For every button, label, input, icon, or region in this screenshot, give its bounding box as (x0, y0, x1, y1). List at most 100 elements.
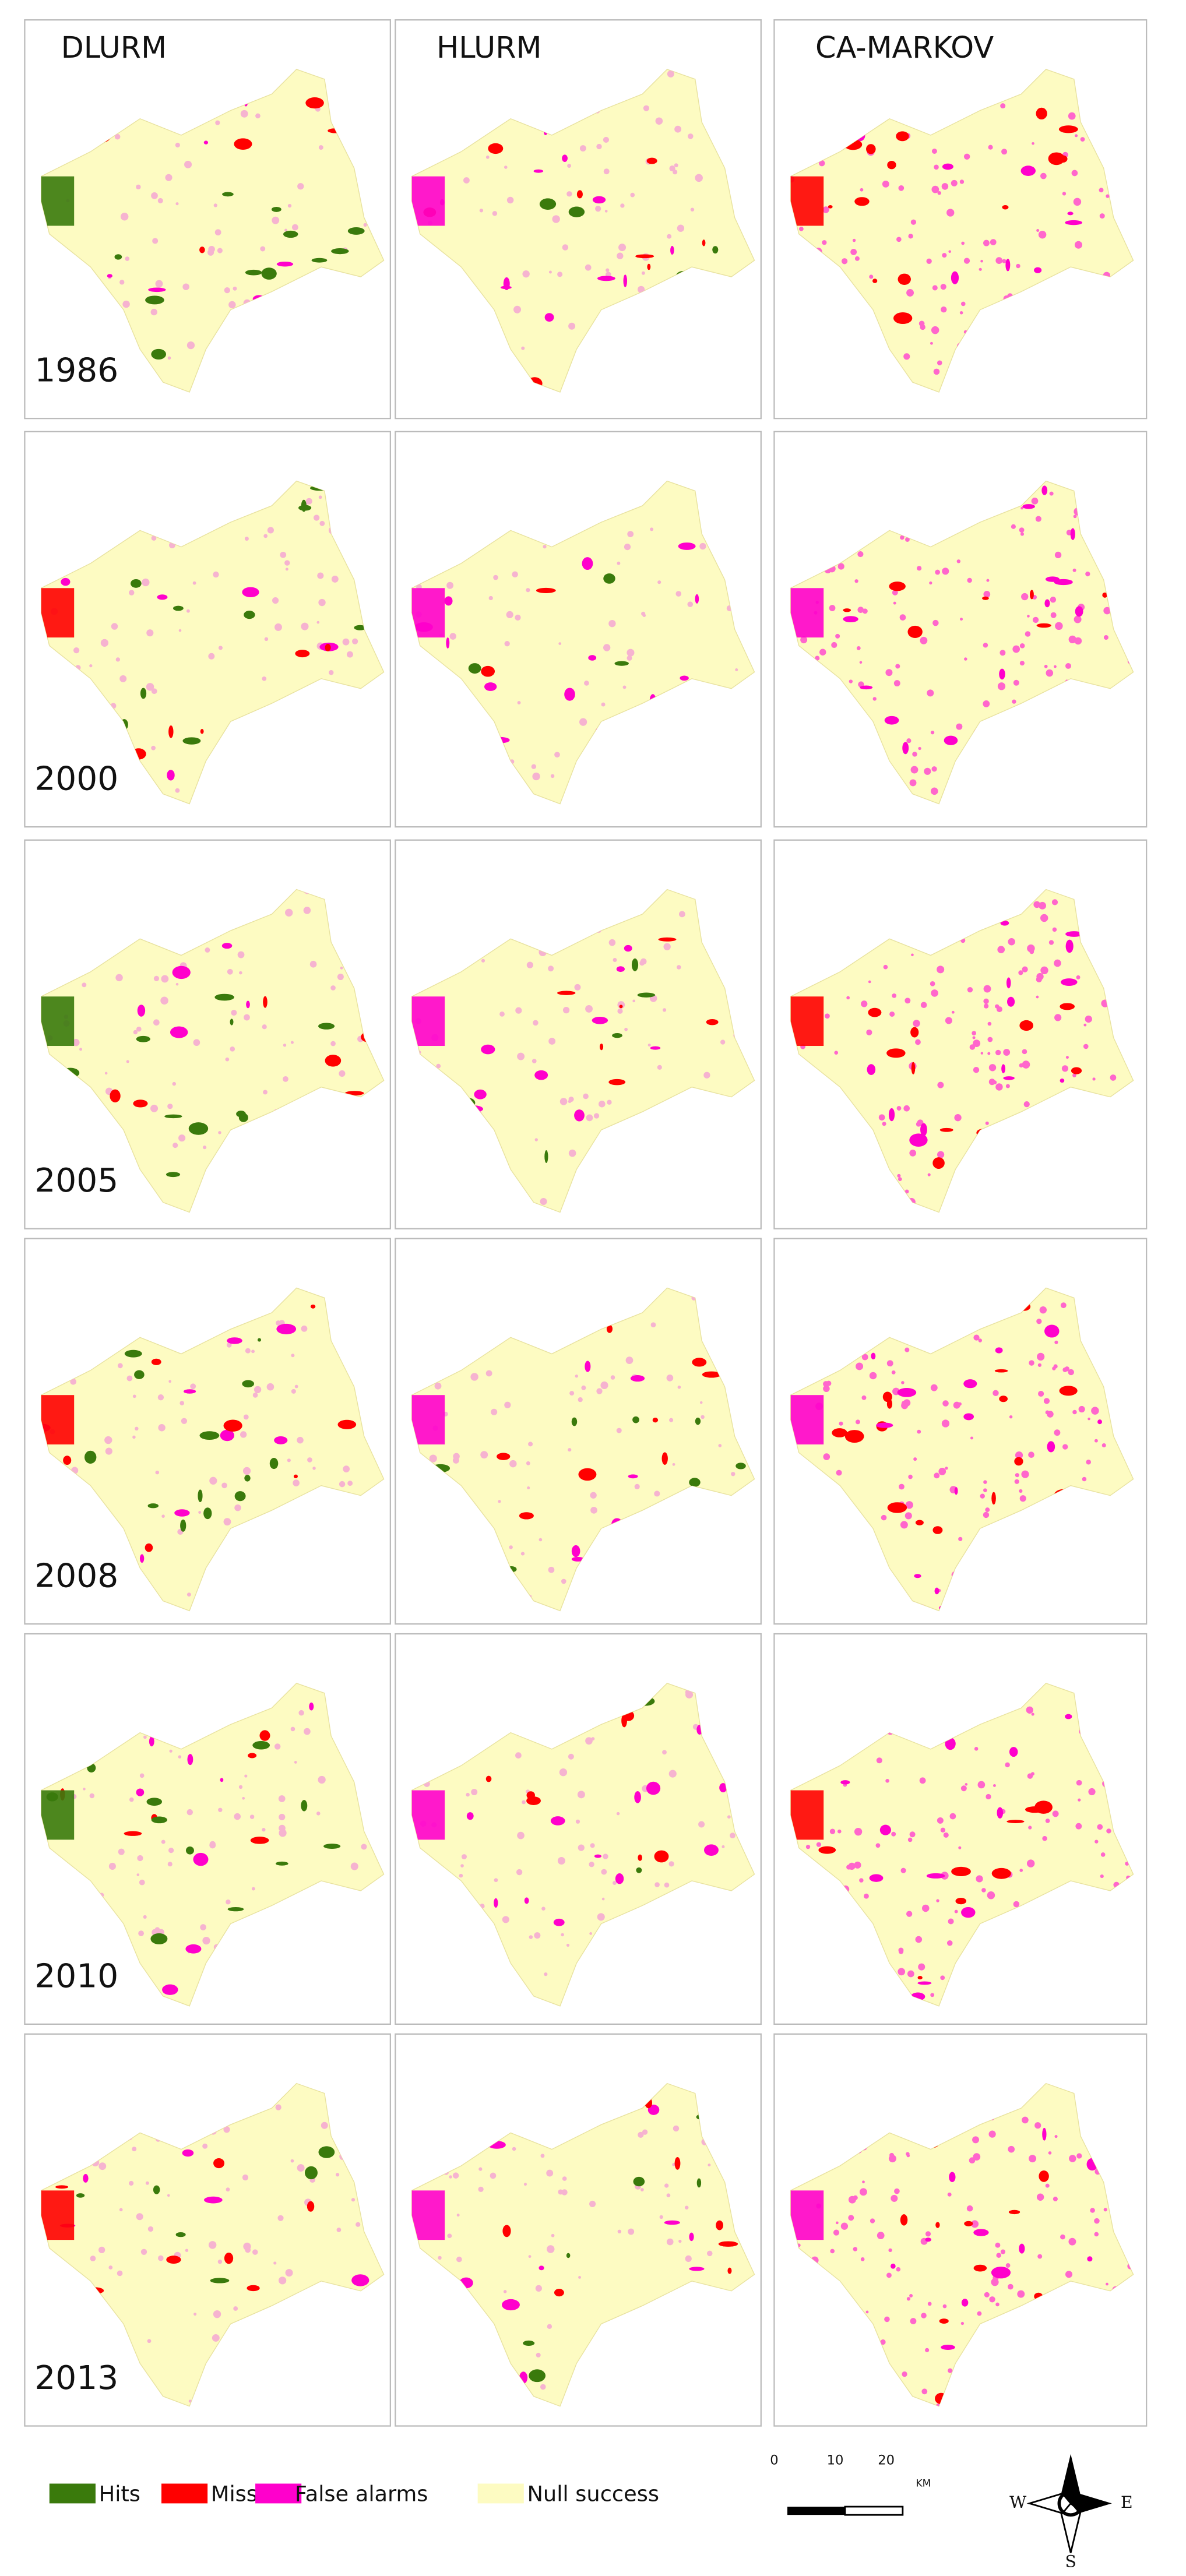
patch (157, 198, 163, 203)
patch (119, 675, 127, 682)
patch (199, 246, 205, 253)
patch (995, 1347, 1003, 1354)
patch (886, 2272, 892, 2278)
patch (983, 700, 990, 707)
patch (111, 623, 118, 630)
patch (906, 738, 912, 743)
patch (995, 2242, 1001, 2248)
patch (1016, 263, 1020, 269)
patch (328, 670, 334, 675)
patch (735, 668, 738, 671)
patch (1088, 1417, 1090, 1421)
patch (624, 945, 632, 952)
patch (474, 1089, 487, 1100)
patch (446, 637, 450, 649)
patch (89, 1793, 95, 1799)
patch (980, 1493, 985, 1499)
patch (41, 996, 75, 1046)
patch (991, 1492, 996, 1505)
patch (283, 1076, 288, 1082)
patch (132, 1435, 136, 1439)
patch (1052, 1810, 1059, 1817)
patch (316, 1812, 321, 1816)
patch (906, 2154, 910, 2158)
scale-label: 0 (770, 2452, 778, 2468)
patch (695, 174, 703, 182)
year-label: 2013 (34, 2359, 118, 2397)
patch (513, 305, 522, 313)
patch (608, 939, 616, 946)
column-header: CA-MARKOV (815, 30, 994, 65)
patch (150, 1933, 168, 1944)
patch (534, 1070, 548, 1080)
patch (411, 996, 445, 1046)
patch (76, 2193, 85, 2198)
patch (297, 183, 304, 190)
patch (674, 125, 682, 133)
patch (143, 1735, 147, 1739)
patch (175, 2232, 186, 2237)
patch (1032, 142, 1034, 145)
patch (699, 542, 706, 550)
patch (722, 1845, 725, 1848)
patch (1097, 1419, 1102, 1425)
scale-label: 20 (878, 2452, 895, 2468)
patch (153, 2185, 160, 2194)
patch (674, 163, 678, 168)
study-area (790, 1287, 1134, 1612)
patch (323, 1844, 341, 1849)
patch (183, 1389, 196, 1394)
patch (287, 1458, 291, 1463)
patch (523, 2340, 535, 2346)
patch (934, 1587, 939, 1595)
patch (822, 206, 829, 213)
patch (173, 1143, 178, 1148)
patch (220, 1429, 234, 1442)
patch (669, 165, 675, 172)
patch (1070, 528, 1075, 540)
patch (1051, 899, 1058, 905)
patch (889, 1011, 895, 1017)
patch (1027, 1773, 1033, 1779)
patch (330, 985, 336, 991)
patch (987, 1891, 995, 1900)
patch (436, 1063, 441, 1069)
patch (193, 1039, 200, 1046)
patch (331, 248, 349, 255)
patch (974, 1747, 979, 1751)
patch (668, 1861, 674, 1867)
patch (222, 192, 234, 197)
patch (1019, 661, 1025, 666)
patch (1005, 1084, 1010, 1088)
patch (325, 644, 331, 651)
patch (585, 264, 592, 271)
panel-grid: DLURM 1986 HLURM CA-MARKOV 2000 2005 2008 2010 2… (24, 19, 1148, 2427)
patch (1065, 939, 1074, 953)
patch (977, 2311, 982, 2316)
patch (126, 1375, 133, 1382)
patch (147, 2226, 154, 2232)
patch (550, 1816, 565, 1826)
patch (566, 2253, 571, 2258)
patch (301, 622, 309, 630)
patch (277, 2215, 284, 2221)
patch (352, 638, 358, 644)
patch (939, 1127, 953, 1132)
patch (1125, 1862, 1129, 1866)
patch (891, 2194, 898, 2202)
patch (895, 664, 900, 669)
patch (616, 1428, 622, 1433)
map-panel (395, 1238, 762, 1625)
patch (199, 1431, 220, 1440)
patch (790, 996, 824, 1046)
patch (896, 237, 902, 242)
patch (255, 113, 261, 119)
patch (670, 246, 674, 255)
patch (828, 205, 833, 209)
study-area (40, 1287, 385, 1612)
patch (591, 1737, 595, 1741)
patch (944, 735, 958, 745)
patch (529, 1935, 533, 1939)
patch (578, 2276, 581, 2279)
patch (339, 1481, 346, 1488)
